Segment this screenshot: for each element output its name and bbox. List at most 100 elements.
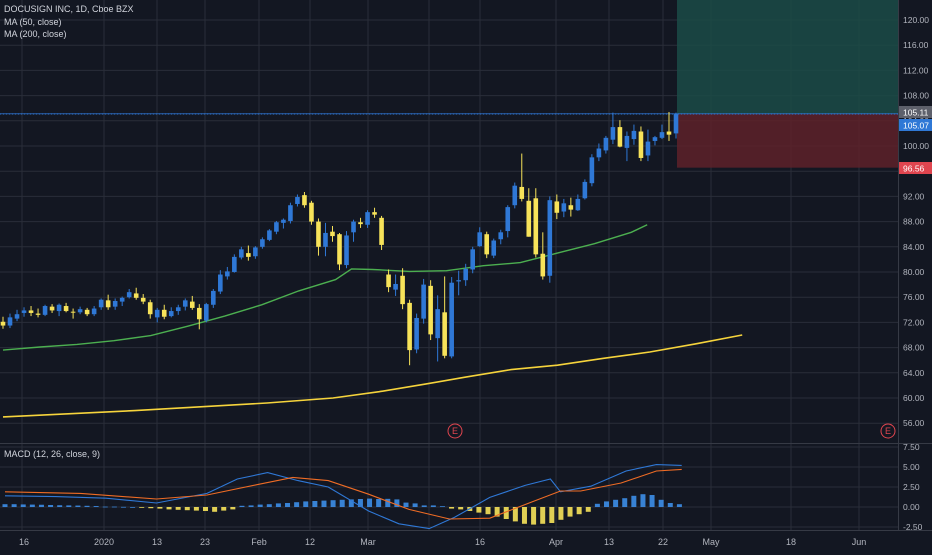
macd-histogram-bar [449, 507, 455, 509]
candle-body [302, 195, 307, 206]
time-tick-label: Apr [549, 537, 563, 547]
candle [624, 131, 630, 162]
candle [337, 232, 342, 271]
candle [232, 254, 237, 273]
candle-body [211, 290, 216, 305]
candle [105, 294, 111, 310]
candle-body [91, 308, 97, 315]
candles [0, 111, 679, 366]
macd-tick-label: 7.50 [903, 442, 920, 452]
candle-body [7, 317, 13, 326]
candle-body [365, 212, 370, 225]
price-tick-label: 60.00 [903, 393, 925, 403]
macd-pane [2, 464, 682, 530]
candle-body [407, 302, 412, 351]
candle-body [393, 283, 398, 290]
macd-histogram-bar [321, 500, 327, 507]
candle [596, 143, 602, 162]
macd-histogram-bar [676, 504, 682, 507]
candle-body [505, 207, 511, 232]
macd-histogram-bar [312, 501, 318, 507]
candle-body [414, 317, 419, 350]
candle [133, 287, 139, 300]
candle [204, 302, 209, 323]
earnings-label: E [452, 426, 458, 436]
candle-body [21, 310, 27, 313]
candle [659, 124, 665, 140]
candle [84, 307, 90, 317]
candle [330, 226, 335, 242]
candle [456, 270, 461, 296]
time-tick-label: 16 [475, 537, 485, 547]
macd-histogram-bar [485, 507, 491, 515]
candle-body [281, 219, 286, 223]
candle-body [147, 302, 153, 315]
candle-body [189, 301, 195, 308]
candle-body [267, 230, 272, 240]
price-badge-text: 96.56 [903, 164, 925, 174]
macd-histogram-bar [102, 506, 108, 508]
candle [77, 306, 83, 315]
macd-histogram-bar [285, 503, 291, 507]
ma50-legend[interactable]: MA (50, close) [4, 17, 62, 27]
candle-body [645, 141, 651, 156]
symbol-title[interactable]: DOCUSIGN INC, 1D, Cboe BZX [4, 4, 134, 14]
candle [316, 218, 321, 256]
candle-body [98, 299, 104, 308]
candle-body [196, 307, 202, 320]
candle-body [519, 186, 525, 199]
candle-body [35, 313, 41, 315]
macd-histogram-bar [2, 504, 8, 507]
macd-histogram-bar [57, 505, 63, 507]
macd-histogram-bar [540, 507, 546, 524]
macd-histogram-bar [111, 506, 117, 508]
macd-histogram-bar [166, 507, 172, 510]
macd-histogram-bar [148, 507, 154, 509]
macd-legend[interactable]: MACD (12, 26, close, 9) [4, 449, 101, 459]
macd-histogram-bar [613, 499, 619, 507]
macd-histogram-bar [193, 507, 199, 511]
candle [652, 135, 658, 146]
earnings-marker[interactable]: E [880, 423, 896, 439]
price-tick-label: 80.00 [903, 267, 925, 277]
macd-histogram-bar [184, 507, 190, 511]
candle [63, 302, 69, 313]
earnings-marker[interactable]: E [447, 423, 463, 439]
macd-tick-label: 5.00 [903, 462, 920, 472]
macd-histogram-bar [403, 502, 409, 507]
candle [505, 205, 511, 238]
macd-histogram-bar [594, 503, 600, 507]
candle [302, 191, 307, 208]
candle-body [49, 306, 55, 311]
macd-histogram-bar [139, 507, 145, 508]
candle-body [568, 205, 574, 210]
time-tick-label: 16 [19, 537, 29, 547]
candle-body [14, 314, 20, 319]
price-badge-text: 105.07 [903, 121, 929, 131]
macd-histogram-bar [439, 506, 445, 507]
candle [196, 304, 202, 330]
candle-body [659, 132, 665, 138]
macd-histogram-bar [421, 505, 427, 507]
macd-tick-label: -2.50 [903, 522, 923, 532]
candle [225, 266, 230, 280]
candle [673, 112, 679, 139]
macd-histogram-bar [221, 507, 227, 511]
candle [154, 307, 160, 323]
macd-histogram-bar [503, 507, 509, 519]
macd-histogram-bar [412, 503, 418, 507]
candle [491, 238, 497, 259]
candle-body [575, 198, 581, 211]
candle [288, 202, 293, 224]
earnings-label: E [885, 426, 891, 436]
ma200-legend[interactable]: MA (200, close) [4, 29, 67, 39]
candle [463, 263, 468, 286]
candle [218, 270, 223, 295]
price-tick-label: 68.00 [903, 343, 925, 353]
candle-body [112, 300, 118, 307]
candle [442, 276, 447, 359]
candle-body [309, 202, 314, 222]
macd-histogram-bar [385, 498, 391, 507]
macd-histogram-bar [476, 507, 482, 513]
